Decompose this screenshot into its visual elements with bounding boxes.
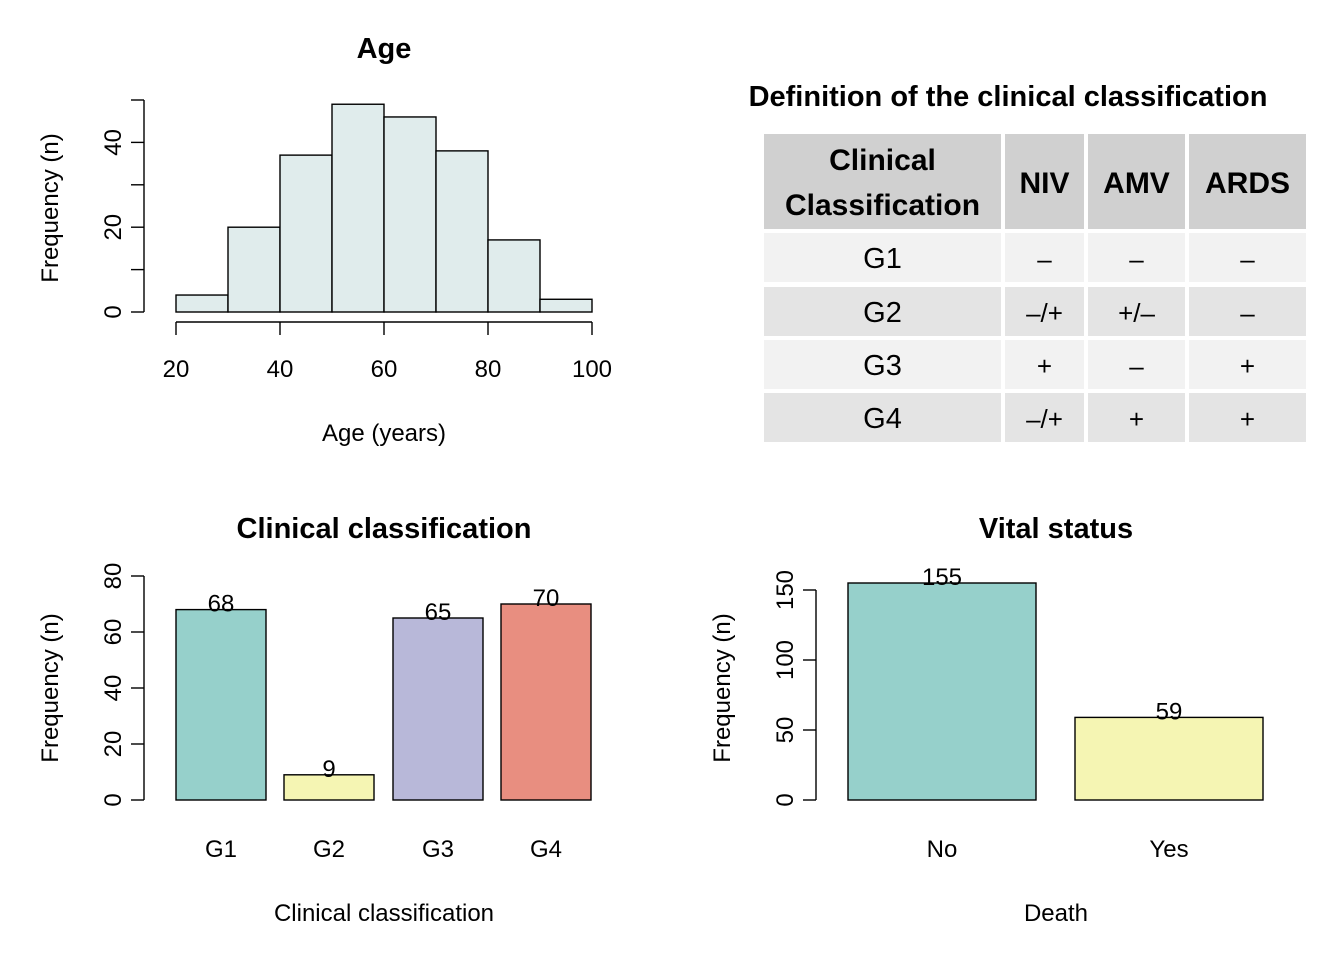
- vital-value-label: 59: [1156, 698, 1183, 725]
- table-cell-bg: [764, 233, 1001, 282]
- vital-y-tick-label: 100: [772, 640, 799, 680]
- clinical-x-tick-label: G1: [205, 836, 237, 863]
- table-header-cell: [1088, 134, 1185, 229]
- clinical-title: Clinical classification: [237, 513, 532, 545]
- table-title: Definition of the clinical classificatio…: [749, 81, 1268, 113]
- age-y-tick-label: 40: [100, 129, 127, 156]
- table-cell: +: [1240, 404, 1255, 434]
- clinical-x-tick-label: G4: [530, 836, 562, 863]
- clinical-bar-G2: [283, 774, 375, 801]
- definition-table: Definition of the clinical classificatio…: [749, 81, 1306, 442]
- table-cell: G1: [863, 243, 902, 275]
- clinical-x-tick-label: G3: [422, 836, 454, 863]
- age-bar-40-50: [279, 154, 333, 313]
- clinical-y-tick-label: 80: [100, 563, 127, 590]
- age-bar-30-40: [227, 226, 281, 313]
- vital-x-tick-label: No: [927, 836, 958, 863]
- table-cell-bg: [764, 340, 1001, 389]
- age-bar-70-80: [435, 150, 489, 313]
- clinical-bar-G4: [500, 603, 592, 801]
- table-cell: +: [1037, 351, 1052, 381]
- clinical-value-label: 65: [425, 599, 452, 626]
- table-cell: –: [1129, 244, 1144, 274]
- clinical-x-tick-label: G2: [313, 836, 345, 863]
- table-cell-bg: [1005, 340, 1084, 389]
- table-cell-bg: [1189, 393, 1306, 442]
- table-cell-bg: [764, 393, 1001, 442]
- clinical-value-label: 9: [322, 756, 335, 783]
- table-cell: +: [1129, 404, 1144, 434]
- age-bar-80-90: [487, 239, 541, 313]
- age-histogram: Age 0 20 40 Frequency (n) 20 40 60 80 100 Age (yea…: [37, 33, 612, 447]
- age-x-tick-label: 40: [267, 356, 294, 383]
- age-y-tick-label: 0: [100, 305, 127, 318]
- table-header-cell: [764, 134, 1001, 229]
- clinical-classification-chart: Clinical classification 68 G1 9 G2 65 G3 70 G4 0 2…: [37, 513, 592, 927]
- table-cell: –: [1037, 244, 1052, 274]
- clinical-y-axis-label: Frequency (n): [37, 613, 64, 762]
- table-cell-bg: [1088, 393, 1185, 442]
- clinical-bar-G1: [175, 608, 267, 801]
- table-cell: –/+: [1026, 404, 1063, 434]
- clinical-value-label: 70: [533, 585, 560, 612]
- table-cell-bg: [764, 287, 1001, 336]
- vital-y-tick-label: 150: [772, 570, 799, 610]
- table-cell: –/+: [1026, 298, 1063, 328]
- vital-value-label: 155: [922, 564, 962, 591]
- vital-y-axis-label: Frequency (n): [709, 613, 736, 762]
- vital-x-axis-label: Death: [1024, 900, 1088, 927]
- table-cell-bg: [1189, 287, 1306, 336]
- clinical-y-tick-label: 60: [100, 619, 127, 646]
- table-cell-bg: [1005, 393, 1084, 442]
- table-cell: –: [1129, 351, 1144, 381]
- clinical-value-label: 68: [208, 591, 235, 618]
- table-header-cell: [1189, 134, 1306, 229]
- vital-y-tick-label: 0: [772, 793, 799, 806]
- table-header-label: Classification: [785, 189, 980, 222]
- clinical-bar-G3: [392, 617, 484, 801]
- table-header-label: ARDS: [1205, 167, 1290, 200]
- age-x-tick-label: 100: [572, 356, 612, 383]
- table-cell-bg: [1189, 340, 1306, 389]
- table-header-cell: [1005, 134, 1084, 229]
- vital-bar-No: [847, 582, 1037, 801]
- age-y-tick-label: 20: [100, 214, 127, 241]
- age-x-axis-label: Age (years): [322, 420, 446, 447]
- clinical-y-tick-label: 20: [100, 731, 127, 758]
- age-bar-20-30: [175, 294, 229, 313]
- table-cell: –: [1240, 244, 1255, 274]
- table-header-label: AMV: [1103, 167, 1170, 200]
- table-cell-bg: [1088, 287, 1185, 336]
- table-header-label: Clinical: [829, 144, 936, 177]
- table-cell: G2: [863, 297, 902, 329]
- vital-y-tick-label: 50: [772, 717, 799, 744]
- clinical-x-axis-label: Clinical classification: [274, 900, 494, 927]
- table-cell: –: [1240, 298, 1255, 328]
- clinical-y-tick-label: 0: [100, 793, 127, 806]
- table-cell-bg: [1088, 233, 1185, 282]
- vital-bar-Yes: [1074, 716, 1264, 801]
- vital-x-tick-label: Yes: [1149, 836, 1188, 863]
- age-bar-50-60: [331, 103, 385, 313]
- table-cell-bg: [1088, 340, 1185, 389]
- table-cell: G4: [863, 403, 902, 435]
- age-bar-90-100: [539, 298, 593, 313]
- age-x-tick-label: 60: [371, 356, 398, 383]
- vital-status-chart: Vital status 155 No 59 Yes 0 50 100 150 Frequency…: [709, 513, 1264, 927]
- table-cell: +: [1240, 351, 1255, 381]
- table-cell: G3: [863, 350, 902, 382]
- table-cell: +/–: [1118, 298, 1155, 328]
- vital-title: Vital status: [979, 513, 1133, 545]
- clinical-y-tick-label: 40: [100, 675, 127, 702]
- table-cell-bg: [1005, 233, 1084, 282]
- table-cell-bg: [1005, 287, 1084, 336]
- age-x-tick-label: 20: [163, 356, 190, 383]
- table-cell-bg: [1189, 233, 1306, 282]
- age-bar-60-70: [383, 116, 437, 313]
- age-title: Age: [357, 33, 412, 65]
- table-header-label: NIV: [1019, 167, 1069, 200]
- age-y-axis-label: Frequency (n): [37, 133, 64, 282]
- age-x-tick-label: 80: [475, 356, 502, 383]
